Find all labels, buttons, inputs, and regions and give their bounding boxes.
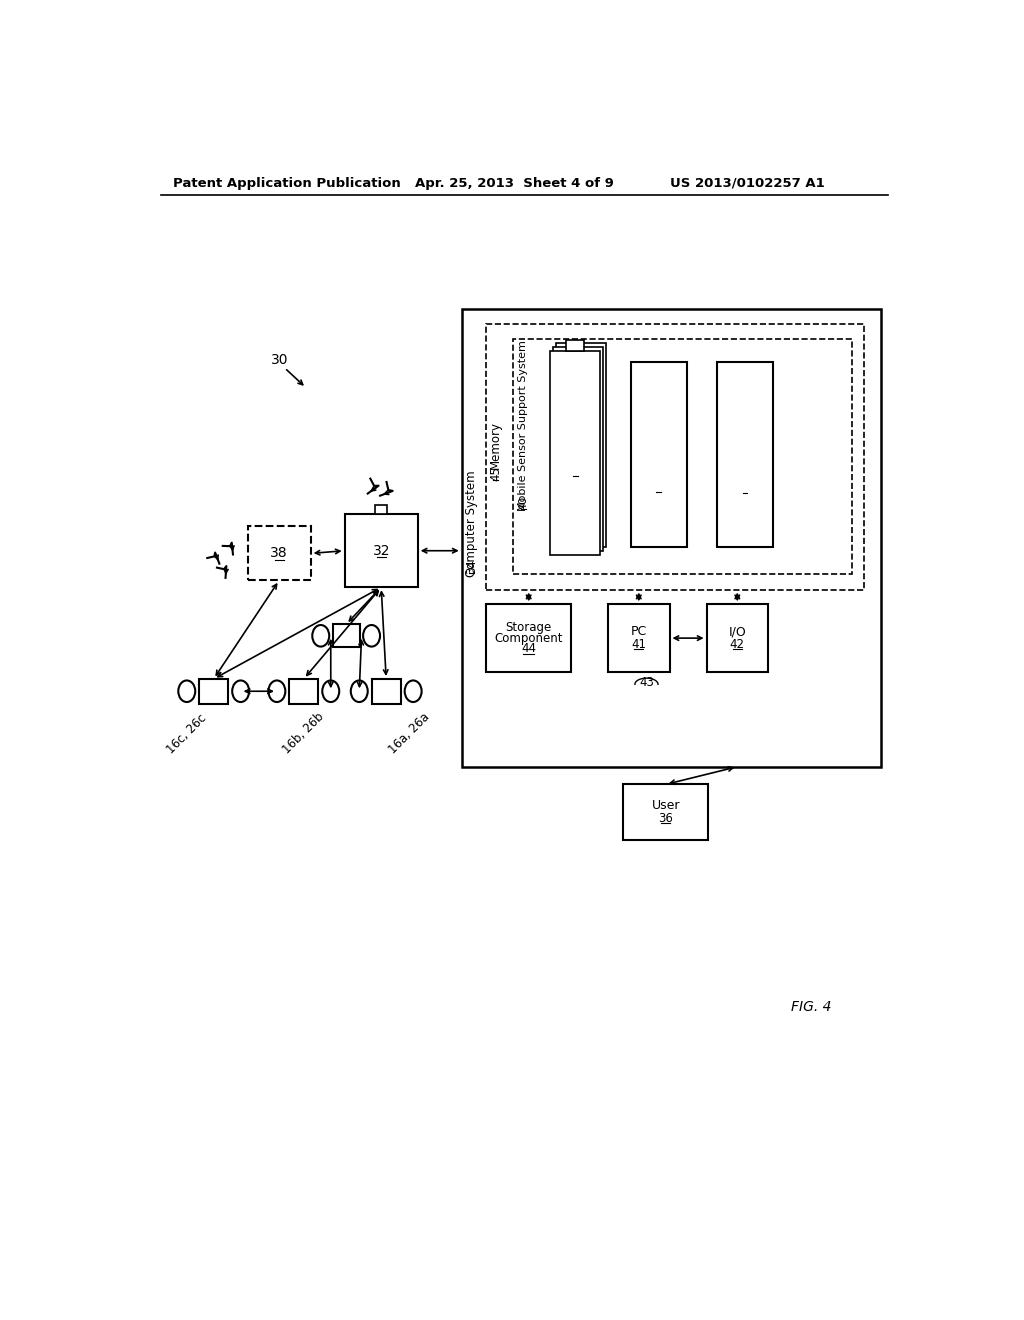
Bar bbox=[486, 605, 571, 672]
Text: 16c, 26c: 16c, 26c bbox=[165, 711, 209, 756]
Bar bbox=[289, 678, 318, 704]
Ellipse shape bbox=[364, 626, 380, 647]
Text: 16a, 26a: 16a, 26a bbox=[386, 710, 432, 756]
Bar bbox=[462, 309, 882, 767]
Bar bbox=[248, 527, 310, 581]
Text: 43: 43 bbox=[639, 676, 654, 689]
Text: 42: 42 bbox=[730, 638, 744, 651]
Bar bbox=[375, 506, 387, 515]
Text: 44: 44 bbox=[521, 643, 537, 656]
Bar bbox=[553, 347, 603, 552]
Text: 36: 36 bbox=[658, 812, 673, 825]
Text: US 2013/0102257 A1: US 2013/0102257 A1 bbox=[670, 177, 824, 190]
Text: 46: 46 bbox=[568, 462, 582, 478]
Bar bbox=[333, 624, 360, 647]
Ellipse shape bbox=[351, 681, 368, 702]
Ellipse shape bbox=[312, 626, 330, 647]
Text: 30: 30 bbox=[270, 354, 288, 367]
Bar bbox=[624, 784, 708, 840]
Text: FIG. 4: FIG. 4 bbox=[792, 1001, 831, 1014]
Bar bbox=[556, 343, 606, 548]
Text: Mapping System: Mapping System bbox=[652, 391, 666, 488]
Text: User: User bbox=[651, 800, 680, 813]
Text: I/O: I/O bbox=[728, 626, 746, 639]
Text: 16b, 26b: 16b, 26b bbox=[281, 710, 327, 756]
Bar bbox=[631, 363, 686, 548]
Text: Mobile Sensor Support System: Mobile Sensor Support System bbox=[518, 341, 528, 511]
Text: Calculating System: Calculating System bbox=[738, 376, 752, 491]
Bar bbox=[372, 678, 400, 704]
Bar bbox=[550, 351, 600, 554]
Bar bbox=[345, 515, 418, 587]
Text: Patent Application Publication: Patent Application Publication bbox=[173, 177, 400, 190]
Bar bbox=[717, 363, 773, 548]
Text: 34: 34 bbox=[465, 560, 478, 574]
Text: Computer System: Computer System bbox=[465, 470, 478, 577]
Ellipse shape bbox=[323, 681, 339, 702]
Bar bbox=[486, 323, 863, 590]
Text: PC: PC bbox=[631, 626, 647, 639]
Ellipse shape bbox=[232, 681, 249, 702]
Bar bbox=[513, 339, 852, 574]
Text: Component: Component bbox=[495, 631, 563, 644]
Text: 47: 47 bbox=[652, 478, 666, 494]
Bar bbox=[199, 678, 228, 704]
Text: 48: 48 bbox=[738, 479, 752, 495]
Text: 45: 45 bbox=[489, 466, 502, 482]
Ellipse shape bbox=[268, 681, 286, 702]
Text: Storage: Storage bbox=[506, 620, 552, 634]
Text: 40: 40 bbox=[518, 496, 528, 510]
Bar bbox=[608, 605, 670, 672]
Ellipse shape bbox=[404, 681, 422, 702]
Text: 38: 38 bbox=[270, 546, 288, 561]
Bar bbox=[565, 341, 584, 351]
Text: Modules: Modules bbox=[568, 414, 582, 463]
Text: 32: 32 bbox=[373, 544, 390, 558]
Text: 41: 41 bbox=[631, 638, 646, 651]
Ellipse shape bbox=[178, 681, 196, 702]
Text: Memory: Memory bbox=[489, 421, 502, 469]
Text: Apr. 25, 2013  Sheet 4 of 9: Apr. 25, 2013 Sheet 4 of 9 bbox=[416, 177, 614, 190]
Bar bbox=[707, 605, 768, 672]
